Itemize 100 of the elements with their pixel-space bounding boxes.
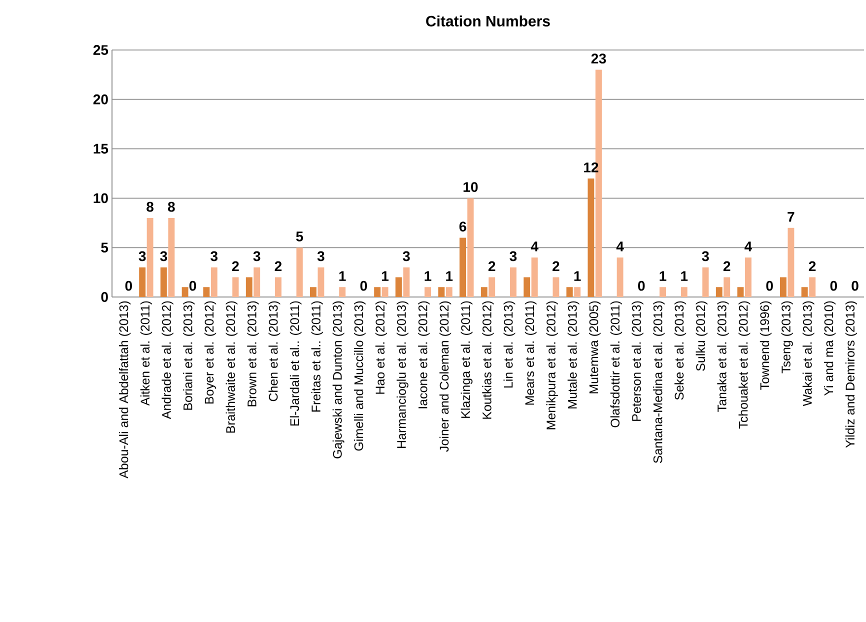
bar: [210, 267, 218, 297]
bar: [566, 287, 573, 297]
bar: [745, 257, 752, 297]
y-tick-label: 25: [93, 45, 108, 55]
data-label: 3: [210, 251, 218, 262]
bar: [182, 287, 188, 297]
x-tick-label: Braithwaite et al. (2012): [226, 301, 238, 433]
x-tick-label: Abou-Ali and Abdelfattah (2013): [118, 301, 131, 478]
data-label: 0: [360, 280, 367, 291]
x-tick-label: Freitas et al.. (2011): [311, 301, 323, 412]
data-label: 3: [510, 251, 517, 262]
data-label: 2: [488, 261, 496, 272]
bar: [438, 287, 445, 297]
data-label: 0: [189, 280, 196, 291]
bar: [724, 277, 730, 297]
y-tick-label: 10: [94, 193, 108, 204]
bar: [531, 257, 538, 297]
bar: [780, 277, 786, 297]
bar: [318, 267, 324, 297]
x-tick-label: Gimelli and Muccillo (2013): [354, 301, 366, 451]
bar: [146, 218, 154, 297]
x-tick-label: Aitken et al. (2011): [140, 301, 152, 406]
x-tick-label: Gajewski and Dunton (2013): [332, 301, 344, 458]
data-label: 3: [317, 251, 324, 262]
bar: [552, 277, 560, 297]
bar: [660, 287, 666, 297]
bar: [446, 287, 452, 297]
x-tick-label: Mutale et al. (2013): [568, 301, 580, 408]
x-tick-label: Seke et al. (2013): [674, 301, 686, 400]
x-tick-label: Santana-Medina et al. (2013): [653, 301, 665, 464]
data-label: 5: [296, 232, 304, 242]
bar: [296, 248, 303, 297]
data-label: 1: [660, 271, 666, 281]
bar: [382, 287, 388, 297]
bar: [310, 287, 316, 297]
bar: [524, 277, 530, 297]
x-tick-label: El-Jardali et al.. (2011): [290, 301, 302, 426]
data-label: 8: [168, 202, 175, 212]
bar: [788, 228, 794, 297]
x-tick-label: Brown et al. (2013): [247, 301, 259, 406]
bar: [616, 257, 624, 297]
x-tick-label: Andrade et al. (2012): [162, 301, 174, 420]
data-label: 4: [616, 242, 624, 252]
data-label: 3: [138, 251, 146, 262]
data-label: 3: [160, 251, 168, 262]
y-tick-label: 20: [93, 94, 108, 104]
data-label: 1: [681, 271, 688, 281]
data-label: 10: [464, 182, 478, 192]
x-tick-label: Klazinga et al. (2011): [460, 301, 472, 418]
data-label: 0: [852, 280, 858, 291]
data-label: 2: [274, 261, 282, 272]
bar: [801, 287, 808, 297]
bar: [403, 267, 410, 297]
bar: [139, 267, 146, 297]
x-tick-label: Hao et al. (2012): [375, 301, 388, 394]
x-tick-label: Iacone et al. (2012): [418, 301, 430, 408]
data-label: 3: [402, 251, 410, 262]
bar: [275, 277, 282, 297]
bar: [702, 267, 709, 297]
data-label: 3: [702, 251, 709, 262]
data-label: 1: [574, 271, 581, 281]
bar: [716, 287, 722, 297]
x-tick-label: Lin et al. (2013): [504, 301, 516, 388]
chart-title: Citation Numbers: [426, 15, 550, 26]
bar: [809, 277, 816, 297]
y-tick-label: 15: [94, 144, 108, 154]
bar: [339, 287, 346, 297]
bar: [203, 287, 210, 297]
data-label: 1: [339, 271, 346, 281]
bar: [588, 178, 594, 297]
bar: [168, 218, 175, 297]
data-label: 1: [382, 271, 389, 281]
data-label: 2: [232, 261, 239, 272]
x-tick-label: Olafsdottir et al. (2011): [610, 301, 622, 428]
data-label: 6: [459, 222, 466, 232]
data-label: 0: [638, 280, 645, 291]
x-tick-label: Boriani et al. (2013): [183, 301, 195, 410]
x-tick-label: Mears et al. (2011): [524, 301, 537, 405]
data-label: 0: [125, 280, 132, 291]
data-label: 1: [446, 271, 453, 281]
data-label: 0: [830, 280, 837, 291]
x-tick-label: Tchouaket et al. (2012): [738, 301, 750, 429]
bar: [467, 198, 474, 297]
x-tick-label: Koutkias et al. (2012): [482, 301, 494, 419]
bar: [460, 238, 466, 297]
y-tick-label: 5: [101, 242, 108, 252]
bar: [488, 277, 496, 297]
data-label: 23: [591, 54, 606, 64]
bar: [160, 267, 167, 297]
x-tick-label: Joiner and Coleman (2012): [439, 301, 452, 452]
bar: [510, 267, 516, 297]
x-tick-label: Menikpura et al. (2012): [546, 301, 558, 430]
data-label: 1: [424, 271, 432, 281]
x-tick-label: Tanaka et al. (2013): [717, 301, 729, 412]
x-tick-label: Sulku (2012): [696, 301, 708, 371]
x-tick-label: Townend (1996): [760, 301, 772, 390]
data-label: 2: [808, 261, 816, 272]
data-label: 4: [530, 242, 538, 252]
data-label: 2: [723, 261, 730, 272]
x-tick-label: Wakai et al. (2013): [802, 301, 814, 406]
